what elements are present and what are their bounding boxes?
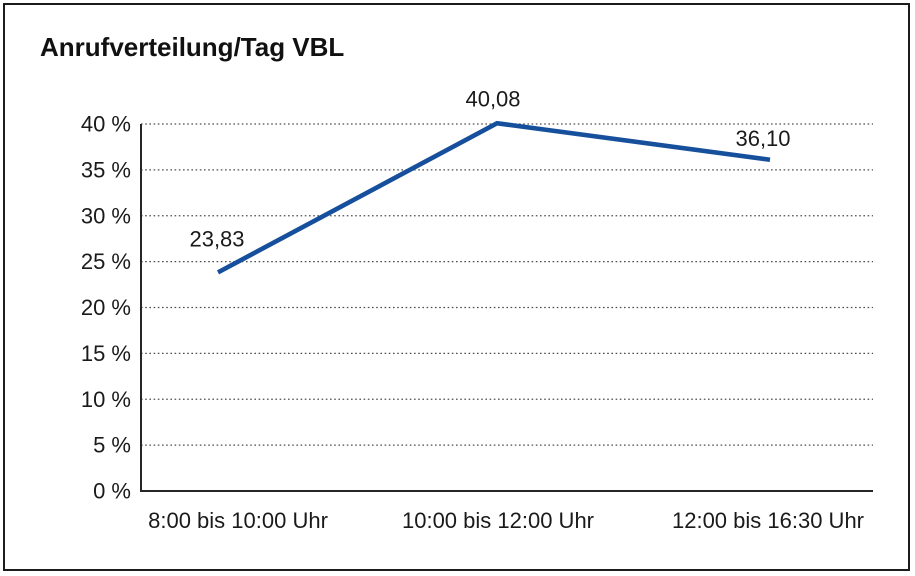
x-category-label: 8:00 bis 10:00 Uhr	[148, 508, 328, 533]
x-category-label: 12:00 bis 16:30 Uhr	[672, 508, 864, 533]
y-tick-label: 30 %	[81, 203, 131, 228]
data-point-label: 36,10	[735, 126, 790, 151]
data-point-label: 23,83	[189, 226, 244, 251]
y-tick-label: 40 %	[81, 112, 131, 137]
data-point-label: 40,08	[465, 86, 520, 111]
y-tick-label: 5 %	[93, 433, 131, 458]
line-chart: 0 % 5 % 10 % 15 % 20 % 25 % 30 % 35 % 40 % 8:00 b…	[81, 86, 873, 533]
x-category-label: 10:00 bis 12:00 Uhr	[402, 508, 594, 533]
y-tick-label: 0 %	[93, 479, 131, 504]
y-tick-label: 20 %	[81, 295, 131, 320]
y-tick-label: 15 %	[81, 341, 131, 366]
chart-title: Anrufverteilung/Tag VBL	[40, 32, 345, 62]
y-tick-label: 35 %	[81, 157, 131, 182]
y-tick-label: 25 %	[81, 249, 131, 274]
y-tick-label: 10 %	[81, 387, 131, 412]
data-series-line	[216, 120, 771, 275]
chart-frame: Anrufverteilung/Tag VBL 0 % 5 % 10 % 15 % 20…	[3, 3, 910, 571]
